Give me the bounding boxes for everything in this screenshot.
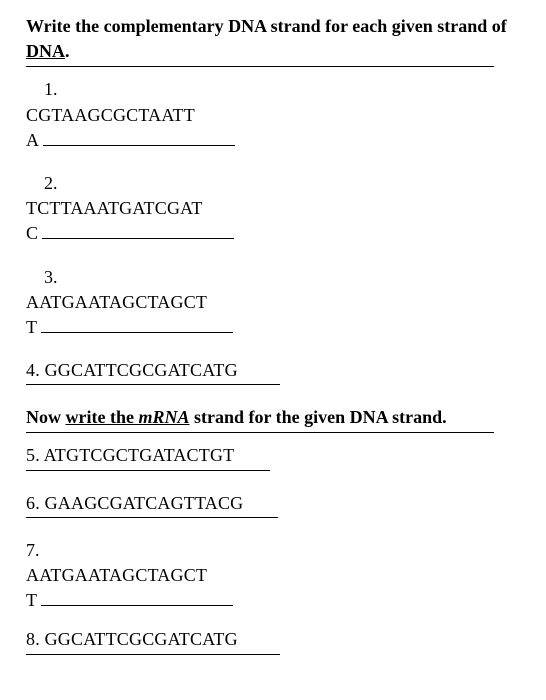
- answer-start-letter: C: [26, 221, 38, 246]
- heading-suffix: .: [65, 41, 70, 61]
- question-number: 3.: [26, 265, 526, 290]
- answer-start-letter: T: [26, 315, 37, 340]
- question-5: 5. ATGTCGCTGATACTGT: [26, 443, 526, 470]
- question-3: 3. AATGAATAGCTAGCT T: [26, 265, 526, 341]
- answer-blank[interactable]: [43, 128, 235, 146]
- dna-sequence: AATGAATAGCTAGCT: [26, 290, 526, 315]
- question-1: 1. CGTAAGCGCTAATT A: [26, 77, 526, 153]
- dna-sequence-labeled: 4. GGCATTCGCGATCATG: [26, 358, 280, 385]
- dna-sequence-labeled: 5. ATGTCGCTGATACTGT: [26, 443, 270, 470]
- dna-sequence-labeled: 8. GGCATTCGCGATCATG: [26, 627, 280, 654]
- dna-sequence: AATGAATAGCTAGCT: [26, 563, 526, 588]
- subheading-pre: Now: [26, 407, 66, 427]
- question-2: 2. TCTTAAATGATCGAT C: [26, 171, 526, 247]
- dna-sequence: TCTTAAATGATCGAT: [26, 196, 526, 221]
- heading-prefix: Write the complementary DNA strand for e…: [26, 16, 507, 36]
- question-number: 2.: [26, 171, 526, 196]
- subheading-mrna: mRNA: [138, 407, 189, 427]
- answer-blank[interactable]: [41, 315, 233, 333]
- question-4: 4. GGCATTCGCGATCATG: [26, 358, 526, 385]
- question-7: 7. AATGAATAGCTAGCT T: [26, 538, 526, 614]
- answer-blank[interactable]: [42, 221, 234, 239]
- answer-blank[interactable]: [41, 588, 233, 606]
- answer-start-letter: T: [26, 588, 37, 613]
- heading-dna-word: DNA: [26, 41, 65, 61]
- dna-sequence: CGTAAGCGCTAATT: [26, 103, 526, 128]
- worksheet-heading: Write the complementary DNA strand for e…: [26, 14, 526, 64]
- heading-rule: [26, 66, 494, 67]
- worksheet-subheading: Now write the mRNA strand for the given …: [26, 405, 526, 430]
- question-6: 6. GAAGCGATCAGTTACG: [26, 491, 526, 518]
- question-number: 1.: [26, 77, 526, 102]
- subheading-write: write the mRNA: [66, 407, 190, 427]
- answer-start-letter: A: [26, 128, 39, 153]
- dna-sequence-labeled: 6. GAAGCGATCAGTTACG: [26, 491, 278, 518]
- question-number: 7.: [26, 538, 526, 563]
- subheading-rule: [26, 432, 494, 433]
- question-8: 8. GGCATTCGCGATCATG: [26, 627, 526, 654]
- subheading-post: strand for the given DNA strand.: [189, 407, 446, 427]
